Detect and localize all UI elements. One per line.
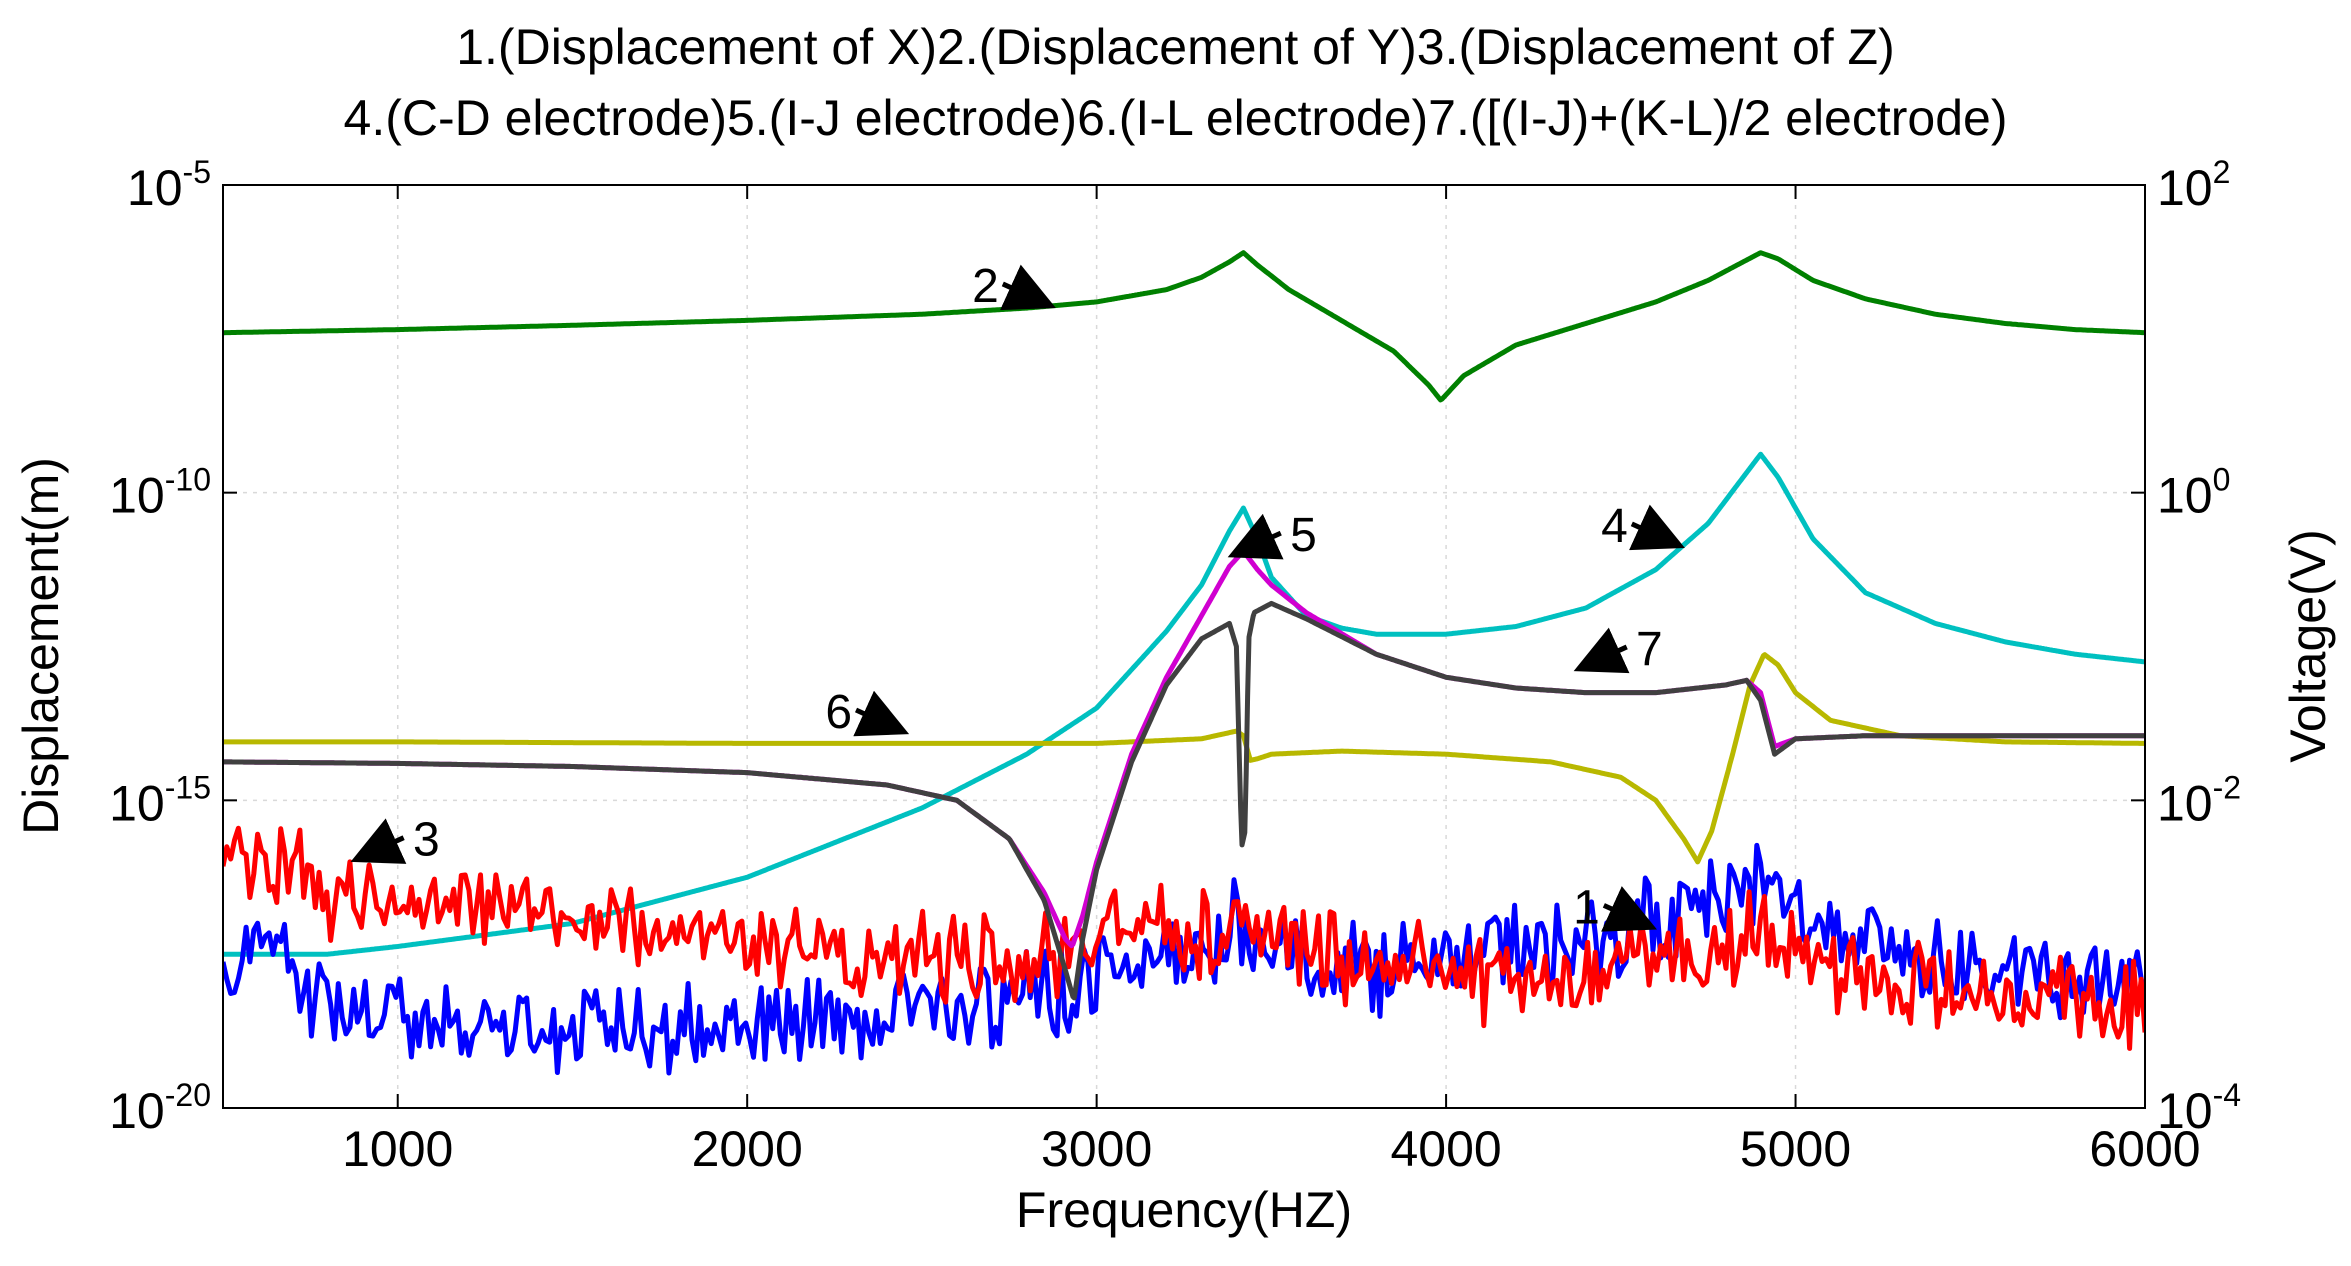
annotation-arrow-6 [853,690,910,737]
annotation-arrow-1 [1601,886,1657,932]
x-tick-label: 2000 [692,1121,803,1177]
x-tick-label: 3000 [1041,1121,1152,1177]
y-axis-left-label: Displacement(m) [13,457,69,835]
x-tick-label: 4000 [1390,1121,1501,1177]
annotation-arrow-3 [350,818,407,864]
series-3-line [223,825,2145,1051]
x-tick-label: 6000 [2089,1121,2200,1177]
series-4-line [223,451,2145,957]
annotation-label-2: 2 [972,260,999,313]
annotation-label-4: 4 [1601,500,1628,553]
y-left-tick-label: 10-20 [109,1077,211,1139]
annotation-arrow-7 [1573,627,1630,674]
x-tick-label: 5000 [1740,1121,1851,1177]
annotation-label-7: 7 [1636,623,1663,676]
series-7-line [223,600,2145,1001]
y-left-tick-label: 10-10 [109,462,211,524]
x-tick-label: 1000 [342,1121,453,1177]
annotation-label-1: 1 [1573,881,1600,934]
annotations: 1 2 3 4 5 6 7 [350,260,1685,934]
y-left-tick-label: 10-15 [109,769,211,831]
series-1-line [223,842,2145,1076]
annotation-label-3: 3 [413,814,440,867]
plot-frame [222,184,2146,1109]
y-right-tick-label: 100 [2157,462,2230,524]
x-axis-label: Frequency(HZ) [1016,1182,1352,1238]
y-left-tick-label: 10-5 [127,154,211,216]
y-right-tick-label: 10-2 [2157,769,2241,831]
series-layer [223,250,2145,1076]
y-right-tick-label: 102 [2157,154,2230,216]
axis-ticks: 1000 2000 3000 4000 5000 6000 10-5 10-10 10-15 10… [109,154,2241,1177]
y-axis-right-label: Voltage(V) [2280,529,2336,762]
series-2-line [223,250,2145,403]
annotation-arrow-5 [1227,513,1284,560]
series-6-line [223,652,2145,865]
y-right-tick-label: 10-4 [2157,1077,2241,1139]
chart-title-line-2: 4.(C-D electrode)5.(I-J electrode)6.(I-L… [343,90,2008,146]
annotation-label-5: 5 [1290,509,1317,562]
annotation-arrow-4 [1629,504,1685,551]
annotation-arrow-2 [1000,264,1056,311]
chart-title-line-1: 1.(Displacement of X)2.(Displacement of … [456,19,1895,75]
annotation-label-6: 6 [825,686,852,739]
